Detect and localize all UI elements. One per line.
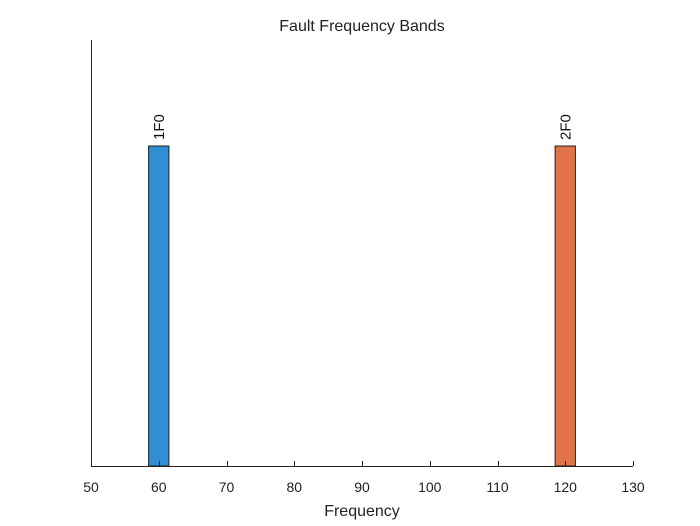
x-tick-label: 110 xyxy=(486,479,509,495)
x-tick-label: 60 xyxy=(151,479,167,495)
band-label-1f0: 1F0 xyxy=(151,114,168,140)
band-label-2f0: 2F0 xyxy=(557,114,574,140)
chart-title: Fault Frequency Bands xyxy=(279,18,444,35)
x-tick-label: 100 xyxy=(418,479,442,495)
x-tick-label: 130 xyxy=(621,479,645,495)
x-ticks-layer: 50 60 70 80 90 100 110 120 130 xyxy=(83,461,645,495)
x-tick-label: 50 xyxy=(83,479,99,495)
x-tick-label: 80 xyxy=(286,479,302,495)
x-axis-label: Frequency xyxy=(324,503,400,520)
x-tick-label: 120 xyxy=(554,479,578,495)
bars-layer xyxy=(148,145,576,467)
x-tick-label: 90 xyxy=(354,479,370,495)
x-tick-label: 70 xyxy=(219,479,235,495)
band-labels-layer: 1F0 2F0 xyxy=(151,114,575,140)
band-bar-1f0 xyxy=(148,145,170,467)
band-bar-2f0 xyxy=(554,145,576,467)
